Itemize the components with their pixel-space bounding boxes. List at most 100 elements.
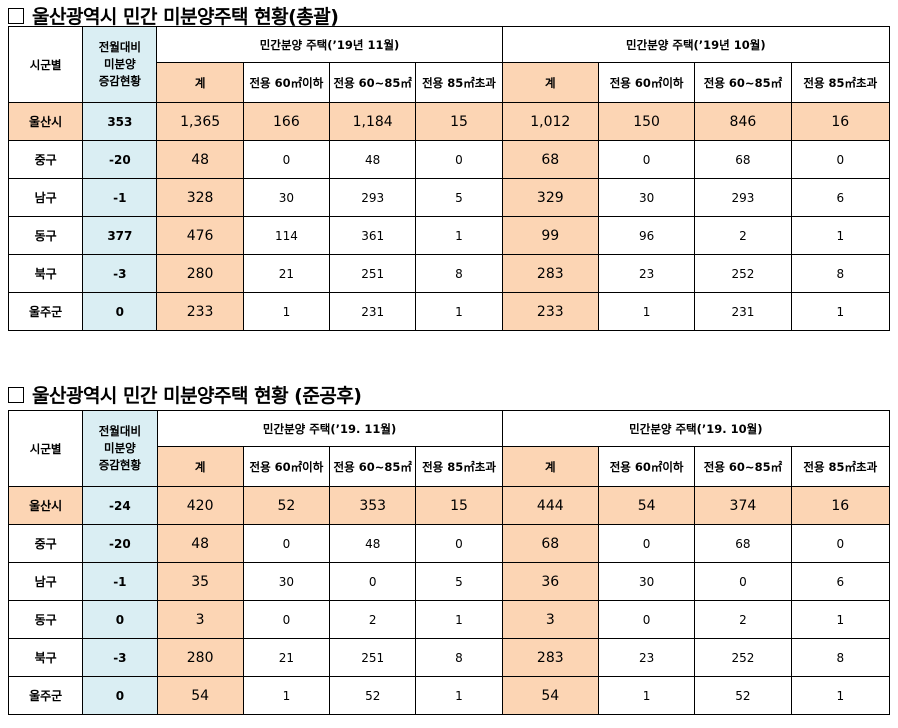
header-row-periods: 시군별 전월대비 미분양 증감현황 민간분양 주택(’19. 11월) 민간분양 주택(’… — [7, 410, 891, 487]
table-row: 남구 -1 35 30 0 5 36 30 0 6 — [7, 562, 891, 601]
region-cell: 울주군 — [7, 676, 84, 715]
diff-cell: 353 — [82, 102, 158, 141]
table-row: 동구 0 3 0 2 1 3 0 2 1 — [7, 600, 891, 639]
value-cell: 5 — [415, 178, 503, 217]
value-cell: 374 — [694, 486, 792, 525]
diff-cell: 377 — [82, 216, 158, 255]
checkbox-square-icon — [8, 8, 24, 24]
period-header-previous: 민간분양 주택(’19년 10월) — [501, 26, 891, 63]
table-row: 동구 377 476 114 361 1 99 96 2 1 — [7, 216, 891, 255]
period-header-current: 민간분양 주택(’19. 11월) — [156, 410, 503, 447]
value-cell: 353 — [329, 486, 417, 525]
region-cell: 울산시 — [7, 102, 84, 141]
value-cell: 16 — [790, 486, 891, 525]
value-cell: 6 — [790, 562, 891, 601]
section-title-total: 울산광역시 민간 미분양주택 현황(총괄) — [8, 2, 339, 29]
value-cell: 280 — [156, 638, 244, 677]
sub-col-header: 전용 85㎡초과 — [790, 62, 891, 103]
value-cell: 1 — [790, 216, 891, 255]
sub-col-header: 계 — [156, 446, 244, 487]
sub-col-header: 전용 60㎡이하 — [597, 446, 696, 487]
value-cell: 329 — [501, 178, 599, 217]
value-cell: 30 — [242, 178, 331, 217]
table-row: 울산시 353 1,365 166 1,184 15 1,012 150 846 16 — [7, 102, 891, 141]
value-cell: 21 — [242, 254, 331, 293]
value-cell: 0 — [242, 600, 331, 639]
table-row: 울주군 0 54 1 52 1 54 1 52 1 — [7, 676, 891, 715]
region-cell: 북구 — [7, 254, 84, 293]
value-cell: 0 — [242, 524, 331, 563]
region-cell: 동구 — [7, 216, 84, 255]
value-cell: 231 — [329, 292, 417, 331]
diff-cell: -1 — [82, 562, 158, 601]
value-cell: 3 — [501, 600, 599, 639]
value-cell: 252 — [694, 638, 792, 677]
value-cell: 52 — [242, 486, 331, 525]
value-cell: 1 — [790, 292, 891, 331]
value-cell: 30 — [242, 562, 331, 601]
sub-col-header: 전용 60㎡이하 — [242, 62, 331, 103]
sub-col-header: 전용 60~85㎡ — [694, 62, 792, 103]
sub-col-header: 전용 60~85㎡ — [329, 446, 417, 487]
value-cell: 231 — [694, 292, 792, 331]
value-cell: 1,012 — [501, 102, 599, 141]
value-cell: 1 — [790, 676, 891, 715]
value-cell: 0 — [329, 562, 417, 601]
value-cell: 8 — [415, 254, 503, 293]
value-cell: 16 — [790, 102, 891, 141]
diff-cell: 0 — [82, 600, 158, 639]
value-cell: 280 — [156, 254, 244, 293]
value-cell: 36 — [501, 562, 599, 601]
value-cell: 96 — [597, 216, 696, 255]
diff-cell: -3 — [82, 638, 158, 677]
value-cell: 420 — [156, 486, 244, 525]
col-header-diff: 전월대비 미분양 증감현황 — [82, 410, 158, 487]
table-row: 남구 -1 328 30 293 5 329 30 293 6 — [7, 178, 891, 217]
header-row-periods: 시군별 전월대비 미분양 증감현황 민간분양 주택(’19년 11월) 민간분양 주택(’… — [7, 26, 891, 103]
sub-col-header: 전용 85㎡초과 — [415, 446, 503, 487]
region-cell: 중구 — [7, 524, 84, 563]
value-cell: 283 — [501, 638, 599, 677]
value-cell: 283 — [501, 254, 599, 293]
value-cell: 48 — [329, 524, 417, 563]
value-cell: 3 — [156, 600, 244, 639]
value-cell: 293 — [694, 178, 792, 217]
value-cell: 444 — [501, 486, 599, 525]
value-cell: 1 — [415, 676, 503, 715]
value-cell: 8 — [415, 638, 503, 677]
value-cell: 8 — [790, 638, 891, 677]
value-cell: 54 — [597, 486, 696, 525]
value-cell: 233 — [501, 292, 599, 331]
value-cell: 52 — [694, 676, 792, 715]
value-cell: 48 — [156, 524, 244, 563]
value-cell: 54 — [501, 676, 599, 715]
value-cell: 0 — [597, 140, 696, 179]
sub-col-header: 계 — [501, 446, 599, 487]
value-cell: 68 — [501, 140, 599, 179]
value-cell: 30 — [597, 562, 696, 601]
value-cell: 23 — [597, 638, 696, 677]
value-cell: 54 — [156, 676, 244, 715]
value-cell: 1 — [790, 600, 891, 639]
table-row: 중구 -20 48 0 48 0 68 0 68 0 — [7, 524, 891, 563]
value-cell: 0 — [597, 524, 696, 563]
diff-cell: -1 — [82, 178, 158, 217]
value-cell: 48 — [329, 140, 417, 179]
diff-cell: -20 — [82, 524, 158, 563]
diff-cell: 0 — [82, 292, 158, 331]
section-title-completed: 울산광역시 민간 미분양주택 현황 (준공후) — [8, 381, 362, 408]
value-cell: 5 — [415, 562, 503, 601]
table-row: 중구 -20 48 0 48 0 68 0 68 0 — [7, 140, 891, 179]
sub-col-header: 전용 85㎡초과 — [415, 62, 503, 103]
value-cell: 21 — [242, 638, 331, 677]
value-cell: 0 — [694, 562, 792, 601]
value-cell: 6 — [790, 178, 891, 217]
header-row-subcolumns: 계 전용 60㎡이하 전용 60~85㎡ 전용 85㎡초과 계 전용 60㎡이하 전용 60… — [9, 62, 891, 103]
value-cell: 233 — [156, 292, 244, 331]
value-cell: 252 — [694, 254, 792, 293]
value-cell: 1 — [415, 600, 503, 639]
value-cell: 114 — [242, 216, 331, 255]
table-row: 울주군 0 233 1 231 1 233 1 231 1 — [7, 292, 891, 331]
region-cell: 울주군 — [7, 292, 84, 331]
sub-col-header: 전용 60~85㎡ — [694, 446, 792, 487]
